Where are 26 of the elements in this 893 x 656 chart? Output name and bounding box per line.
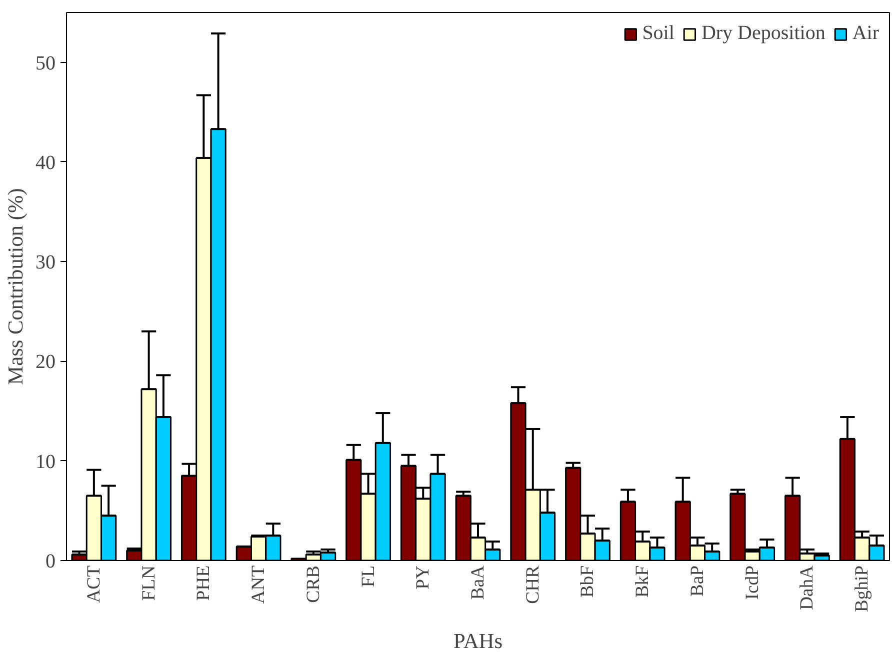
x-tick-label: PHE	[193, 565, 214, 601]
x-tick-label: FL	[358, 565, 379, 588]
y-tick-label: 40	[36, 152, 56, 174]
x-tick-label: FLN	[138, 564, 160, 601]
y-axis-title: Mass Contribution (%)	[4, 188, 28, 385]
legend-label: Soil	[642, 22, 674, 45]
legend-label: Air	[852, 22, 879, 45]
x-tick-label: CRB	[302, 565, 324, 603]
x-tick-label: ANT	[248, 564, 270, 604]
x-tick-label: DahA	[796, 564, 818, 610]
x-tick-label: ACT	[83, 564, 104, 603]
x-tick-label: BbF	[577, 565, 598, 598]
y-tick-label: 0	[46, 550, 56, 572]
legend-label: Dry Deposition	[701, 22, 826, 45]
x-tick-label: BghiP	[852, 565, 873, 612]
y-tick-label: 30	[36, 252, 56, 274]
x-tick-label: BkF	[632, 565, 654, 598]
y-tick-label: 20	[36, 351, 56, 374]
x-tick-label: PY	[412, 565, 434, 590]
x-axis-title: PAHs	[453, 629, 503, 654]
x-tick-label: CHR	[522, 564, 544, 604]
y-tick-label: 10	[36, 450, 56, 473]
x-tick-label: IcdP	[742, 565, 763, 600]
y-tick-label: 50	[36, 52, 56, 74]
x-tick-label: BaA	[468, 564, 488, 600]
x-tick-label: BaP	[686, 565, 708, 597]
